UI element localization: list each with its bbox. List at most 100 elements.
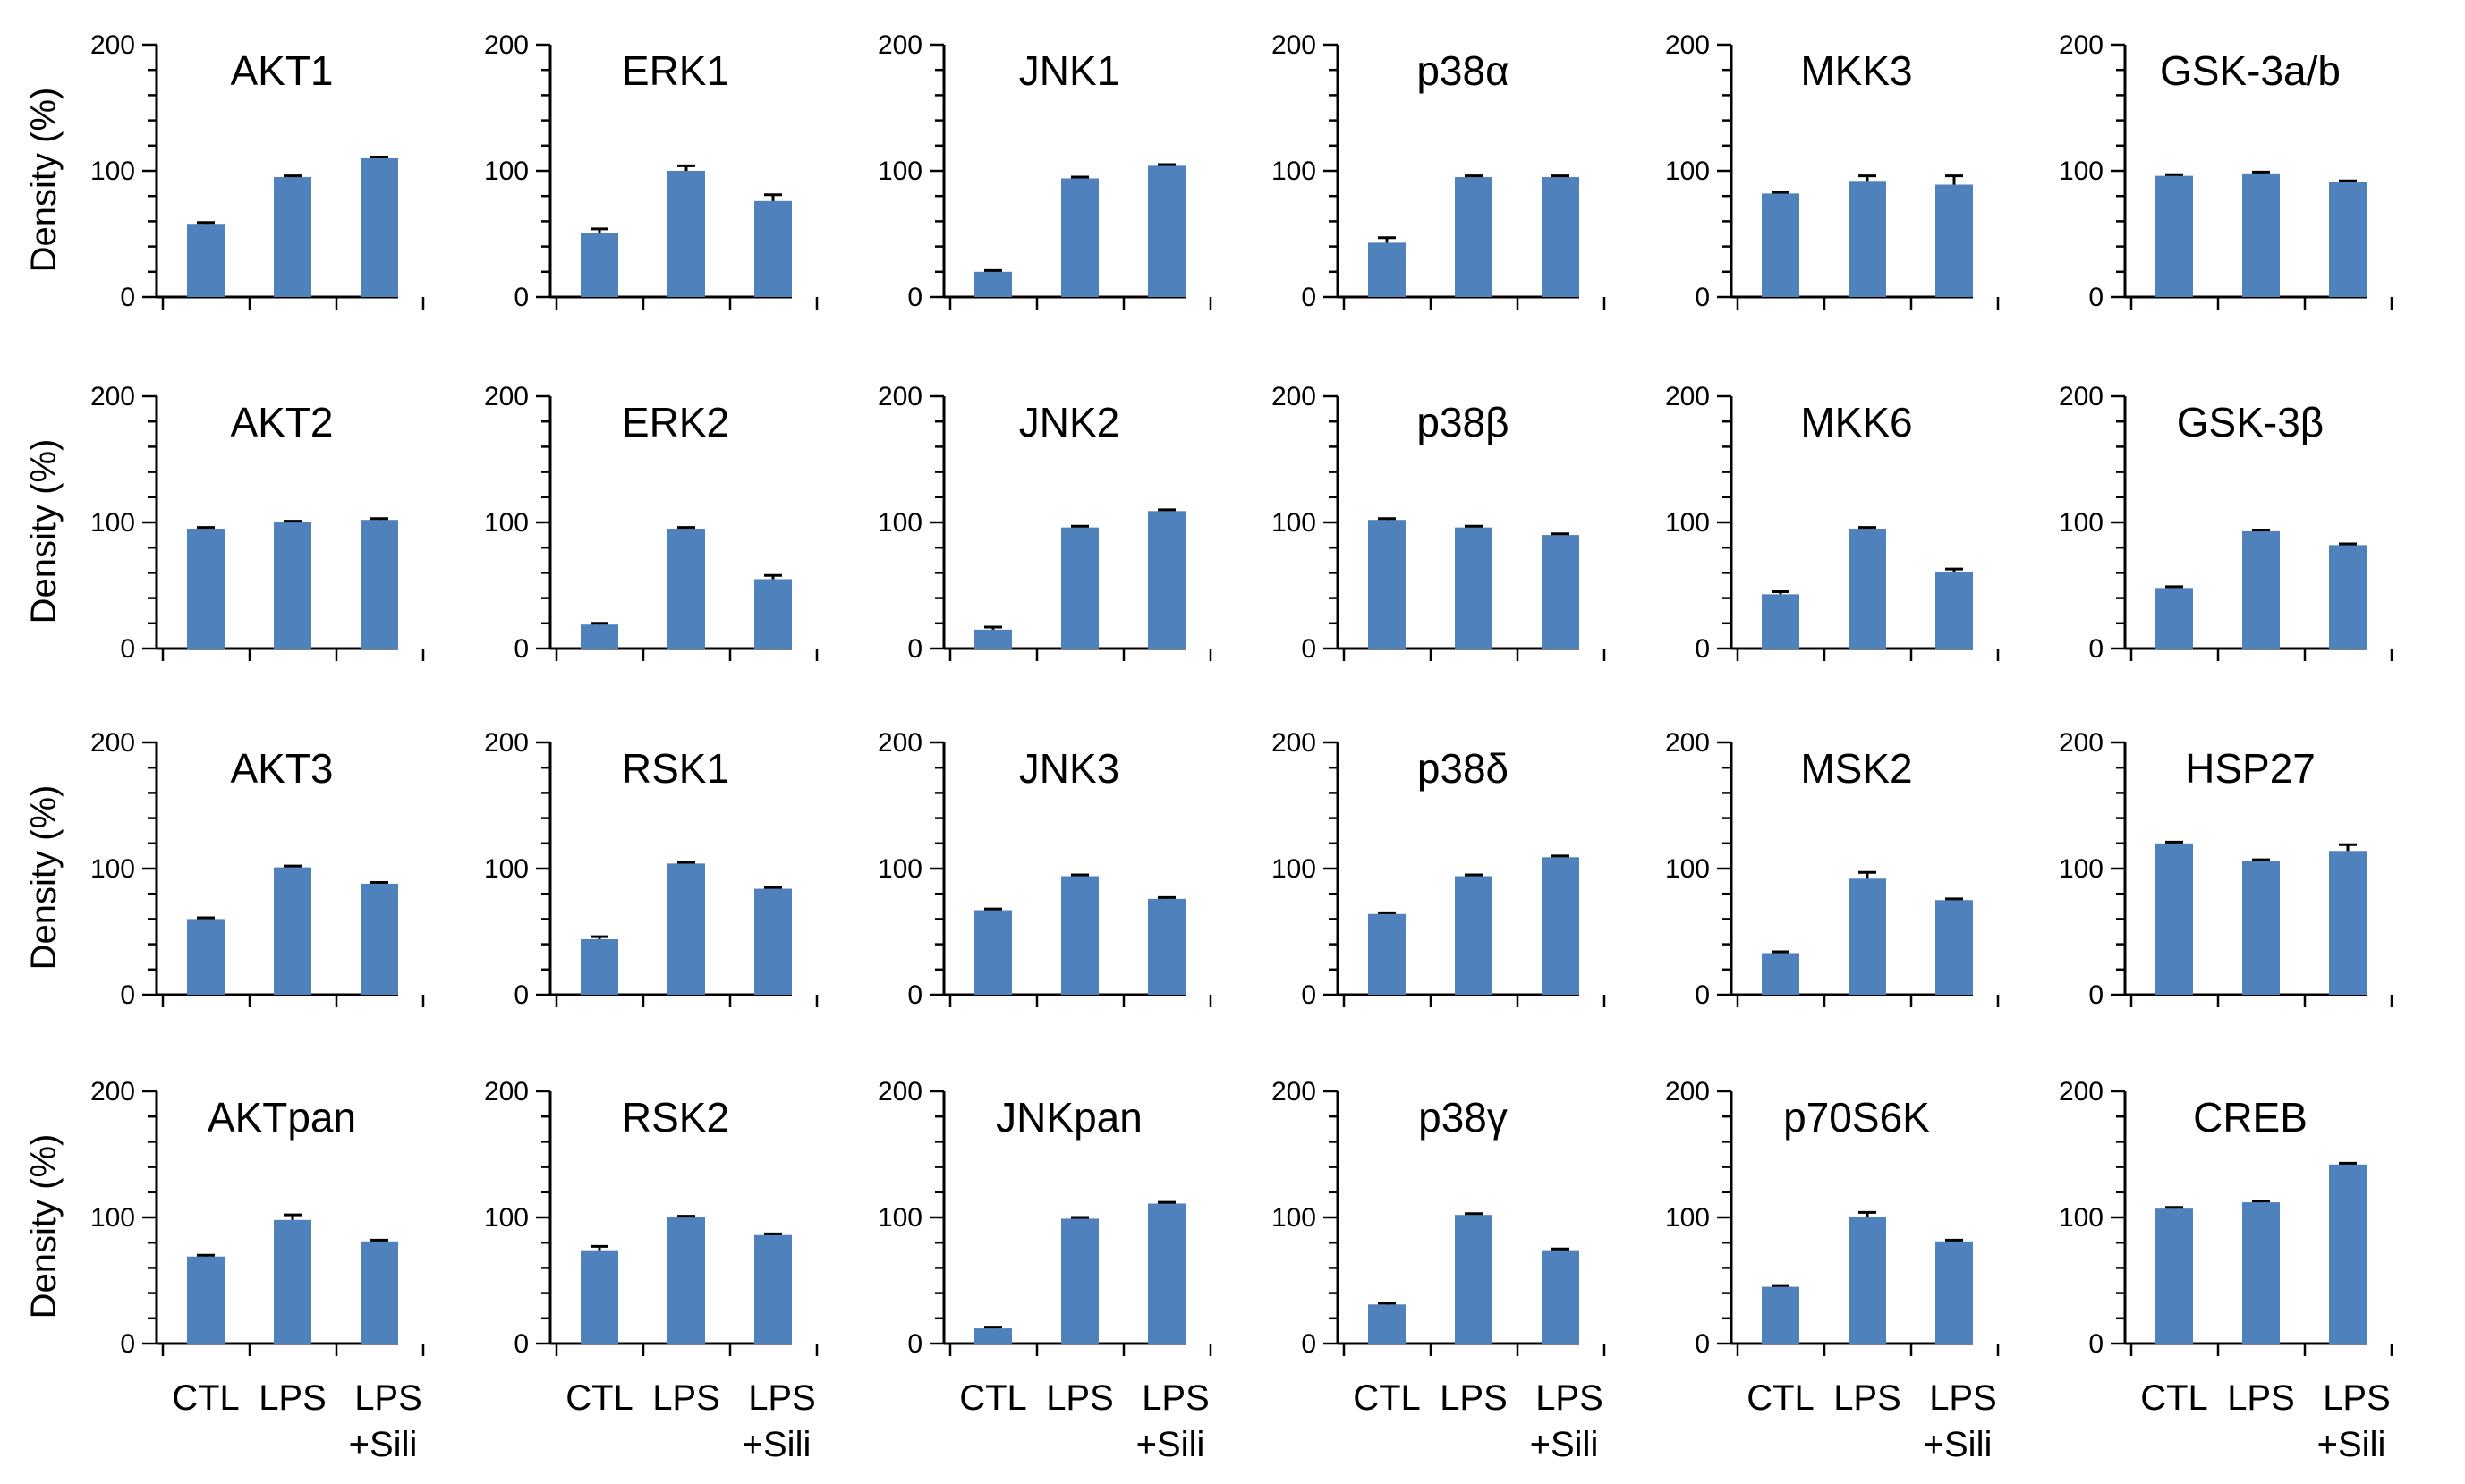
x-label-lps-sili: LPS — [1535, 1378, 1603, 1418]
y-tick-label: 0 — [907, 634, 922, 664]
x-label-sili: +Sili — [1530, 1425, 1599, 1464]
bar — [1935, 571, 1973, 649]
bar — [581, 1250, 618, 1344]
y-tick-label: 200 — [90, 1077, 135, 1107]
bar — [1061, 527, 1099, 649]
bar — [187, 224, 225, 297]
y-tick-label: 0 — [2088, 1329, 2104, 1359]
y-tick-label: 200 — [1271, 382, 1316, 411]
y-tick-label: 200 — [2059, 728, 2104, 758]
y-tick-label: 100 — [1665, 157, 1710, 186]
y-tick-label: 100 — [878, 1203, 922, 1233]
bar — [1148, 511, 1186, 649]
y-tick-label: 0 — [120, 283, 135, 312]
bar — [274, 522, 311, 649]
y-tick-label: 0 — [2088, 634, 2104, 664]
bar — [974, 1328, 1012, 1344]
bar — [361, 520, 398, 649]
y-tick-label: 0 — [907, 1329, 922, 1359]
chart-panel-jnk3: 0 100 200 JNK3 — [878, 728, 1212, 1010]
chart-title: p38β — [1416, 399, 1509, 445]
bar — [361, 883, 398, 995]
bar — [667, 1217, 705, 1344]
chart-panel-p38-: 0 100 200 p38δ — [1271, 728, 1606, 1010]
bar — [1542, 535, 1579, 649]
x-label-lps-sili: LPS — [748, 1378, 816, 1418]
chart-title: JNK3 — [1019, 745, 1119, 792]
chart-title: p38α — [1416, 47, 1509, 94]
chart-panel-akt1: 0 100 200 AKT1 Density (%) — [24, 30, 425, 312]
y-tick-label: 100 — [1271, 854, 1316, 884]
bar — [1455, 1215, 1492, 1344]
x-label-ctl: CTL — [565, 1378, 633, 1418]
bar — [1542, 1250, 1579, 1344]
y-tick-label: 0 — [514, 980, 529, 1010]
y-tick-label: 100 — [1665, 854, 1710, 884]
chart-panel-jnk2: 0 100 200 JNK2 — [878, 382, 1212, 664]
y-tick-label: 100 — [484, 508, 529, 538]
bar — [2242, 173, 2280, 297]
x-label-sili: +Sili — [349, 1425, 418, 1464]
bar — [1368, 1304, 1406, 1344]
bar — [2242, 861, 2280, 995]
bar — [1148, 1203, 1186, 1344]
y-tick-label: 200 — [484, 1077, 529, 1107]
y-tick-label: 0 — [120, 980, 135, 1010]
y-tick-label: 100 — [878, 854, 922, 884]
chart-title: MKK6 — [1800, 399, 1912, 445]
bar — [2242, 530, 2280, 649]
x-label-lps: LPS — [1833, 1378, 1901, 1418]
chart-panel-rsk2: 0 100 200 RSK2 CTL LPS LPS +Sili — [484, 1077, 819, 1464]
y-tick-label: 200 — [1271, 728, 1316, 758]
x-label-ctl: CTL — [172, 1378, 240, 1418]
y-tick-label: 100 — [2059, 157, 2104, 186]
chart-title: MSK2 — [1800, 745, 1912, 792]
bar — [2329, 1164, 2367, 1344]
bar — [187, 919, 225, 995]
y-tick-label: 0 — [1695, 634, 1710, 664]
x-label-lps: LPS — [2227, 1378, 2295, 1418]
y-tick-label: 0 — [1301, 980, 1316, 1010]
bar — [1542, 177, 1579, 297]
bar — [1762, 1286, 1799, 1344]
bar — [667, 171, 705, 297]
chart-panel-hsp27: 0 100 200 HSP27 — [2059, 728, 2393, 1010]
chart-title: AKTpan — [208, 1094, 356, 1141]
chart-title: JNKpan — [996, 1094, 1143, 1141]
bar — [1368, 242, 1406, 297]
y-tick-label: 100 — [1271, 157, 1316, 186]
x-label-lps-sili: LPS — [1142, 1378, 1210, 1418]
bar — [581, 233, 618, 297]
bar — [1762, 953, 1799, 995]
bar — [1061, 876, 1099, 995]
y-tick-label: 0 — [907, 283, 922, 312]
bar — [974, 271, 1012, 297]
x-label-ctl: CTL — [959, 1378, 1027, 1418]
y-tick-label: 200 — [1665, 382, 1710, 411]
bar — [1935, 1241, 1973, 1344]
x-label-lps: LPS — [1440, 1378, 1508, 1418]
bar — [1455, 527, 1492, 649]
chart-title: p70S6K — [1783, 1094, 1930, 1141]
x-label-lps-sili: LPS — [1929, 1378, 1997, 1418]
y-tick-label: 200 — [2059, 382, 2104, 411]
chart-panel-p38-: 0 100 200 p38γ CTL LPS LPS +Sili — [1271, 1077, 1606, 1464]
bar — [1061, 1218, 1099, 1344]
bar — [1849, 878, 1886, 995]
y-tick-label: 0 — [514, 1329, 529, 1359]
chart-panel-mkk6: 0 100 200 MKK6 — [1665, 382, 2000, 664]
bar — [274, 177, 311, 297]
bar — [1542, 857, 1579, 995]
chart-title: GSK-3β — [2177, 399, 2325, 445]
bar — [2155, 588, 2193, 649]
y-tick-label: 100 — [1271, 1203, 1316, 1233]
bar — [1368, 913, 1406, 995]
y-tick-label: 100 — [484, 1203, 529, 1233]
bar — [1935, 900, 1973, 995]
y-tick-label: 0 — [1301, 634, 1316, 664]
y-tick-label: 200 — [2059, 30, 2104, 60]
y-tick-label: 100 — [90, 508, 135, 538]
y-tick-label: 0 — [514, 283, 529, 312]
chart-panel-creb: 0 100 200 CREB CTL LPS LPS +Sili — [2059, 1077, 2393, 1464]
